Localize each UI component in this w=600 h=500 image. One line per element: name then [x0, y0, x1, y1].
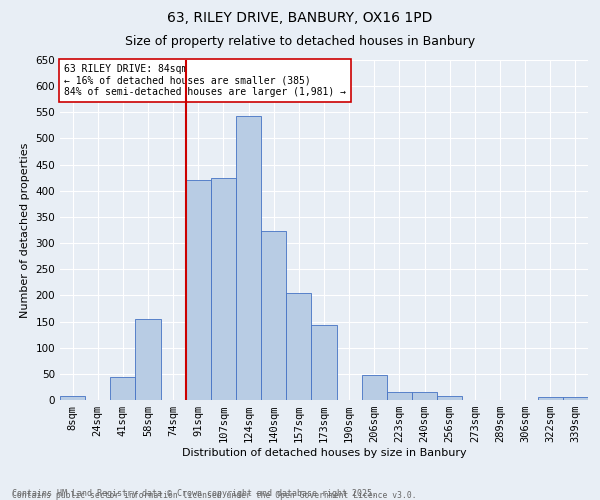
Text: Size of property relative to detached houses in Banbury: Size of property relative to detached ho…: [125, 34, 475, 48]
Text: 63 RILEY DRIVE: 84sqm
← 16% of detached houses are smaller (385)
84% of semi-det: 63 RILEY DRIVE: 84sqm ← 16% of detached …: [64, 64, 346, 98]
Bar: [311, 325, 337, 400]
Bar: [110, 377, 136, 400]
Bar: [362, 375, 387, 400]
Bar: [136, 319, 161, 400]
Bar: [563, 397, 588, 400]
Bar: [60, 396, 85, 400]
Y-axis label: Number of detached properties: Number of detached properties: [20, 142, 30, 318]
Bar: [236, 116, 261, 400]
Text: Contains HM Land Registry data © Crown copyright and database right 2025.: Contains HM Land Registry data © Crown c…: [12, 488, 377, 498]
X-axis label: Distribution of detached houses by size in Banbury: Distribution of detached houses by size …: [182, 448, 466, 458]
Bar: [186, 180, 211, 400]
Bar: [412, 392, 437, 400]
Bar: [437, 396, 462, 400]
Bar: [286, 293, 311, 400]
Bar: [261, 231, 286, 400]
Bar: [211, 178, 236, 400]
Text: 63, RILEY DRIVE, BANBURY, OX16 1PD: 63, RILEY DRIVE, BANBURY, OX16 1PD: [167, 11, 433, 25]
Bar: [538, 397, 563, 400]
Bar: [387, 392, 412, 400]
Text: Contains public sector information licensed under the Open Government Licence v3: Contains public sector information licen…: [12, 491, 416, 500]
